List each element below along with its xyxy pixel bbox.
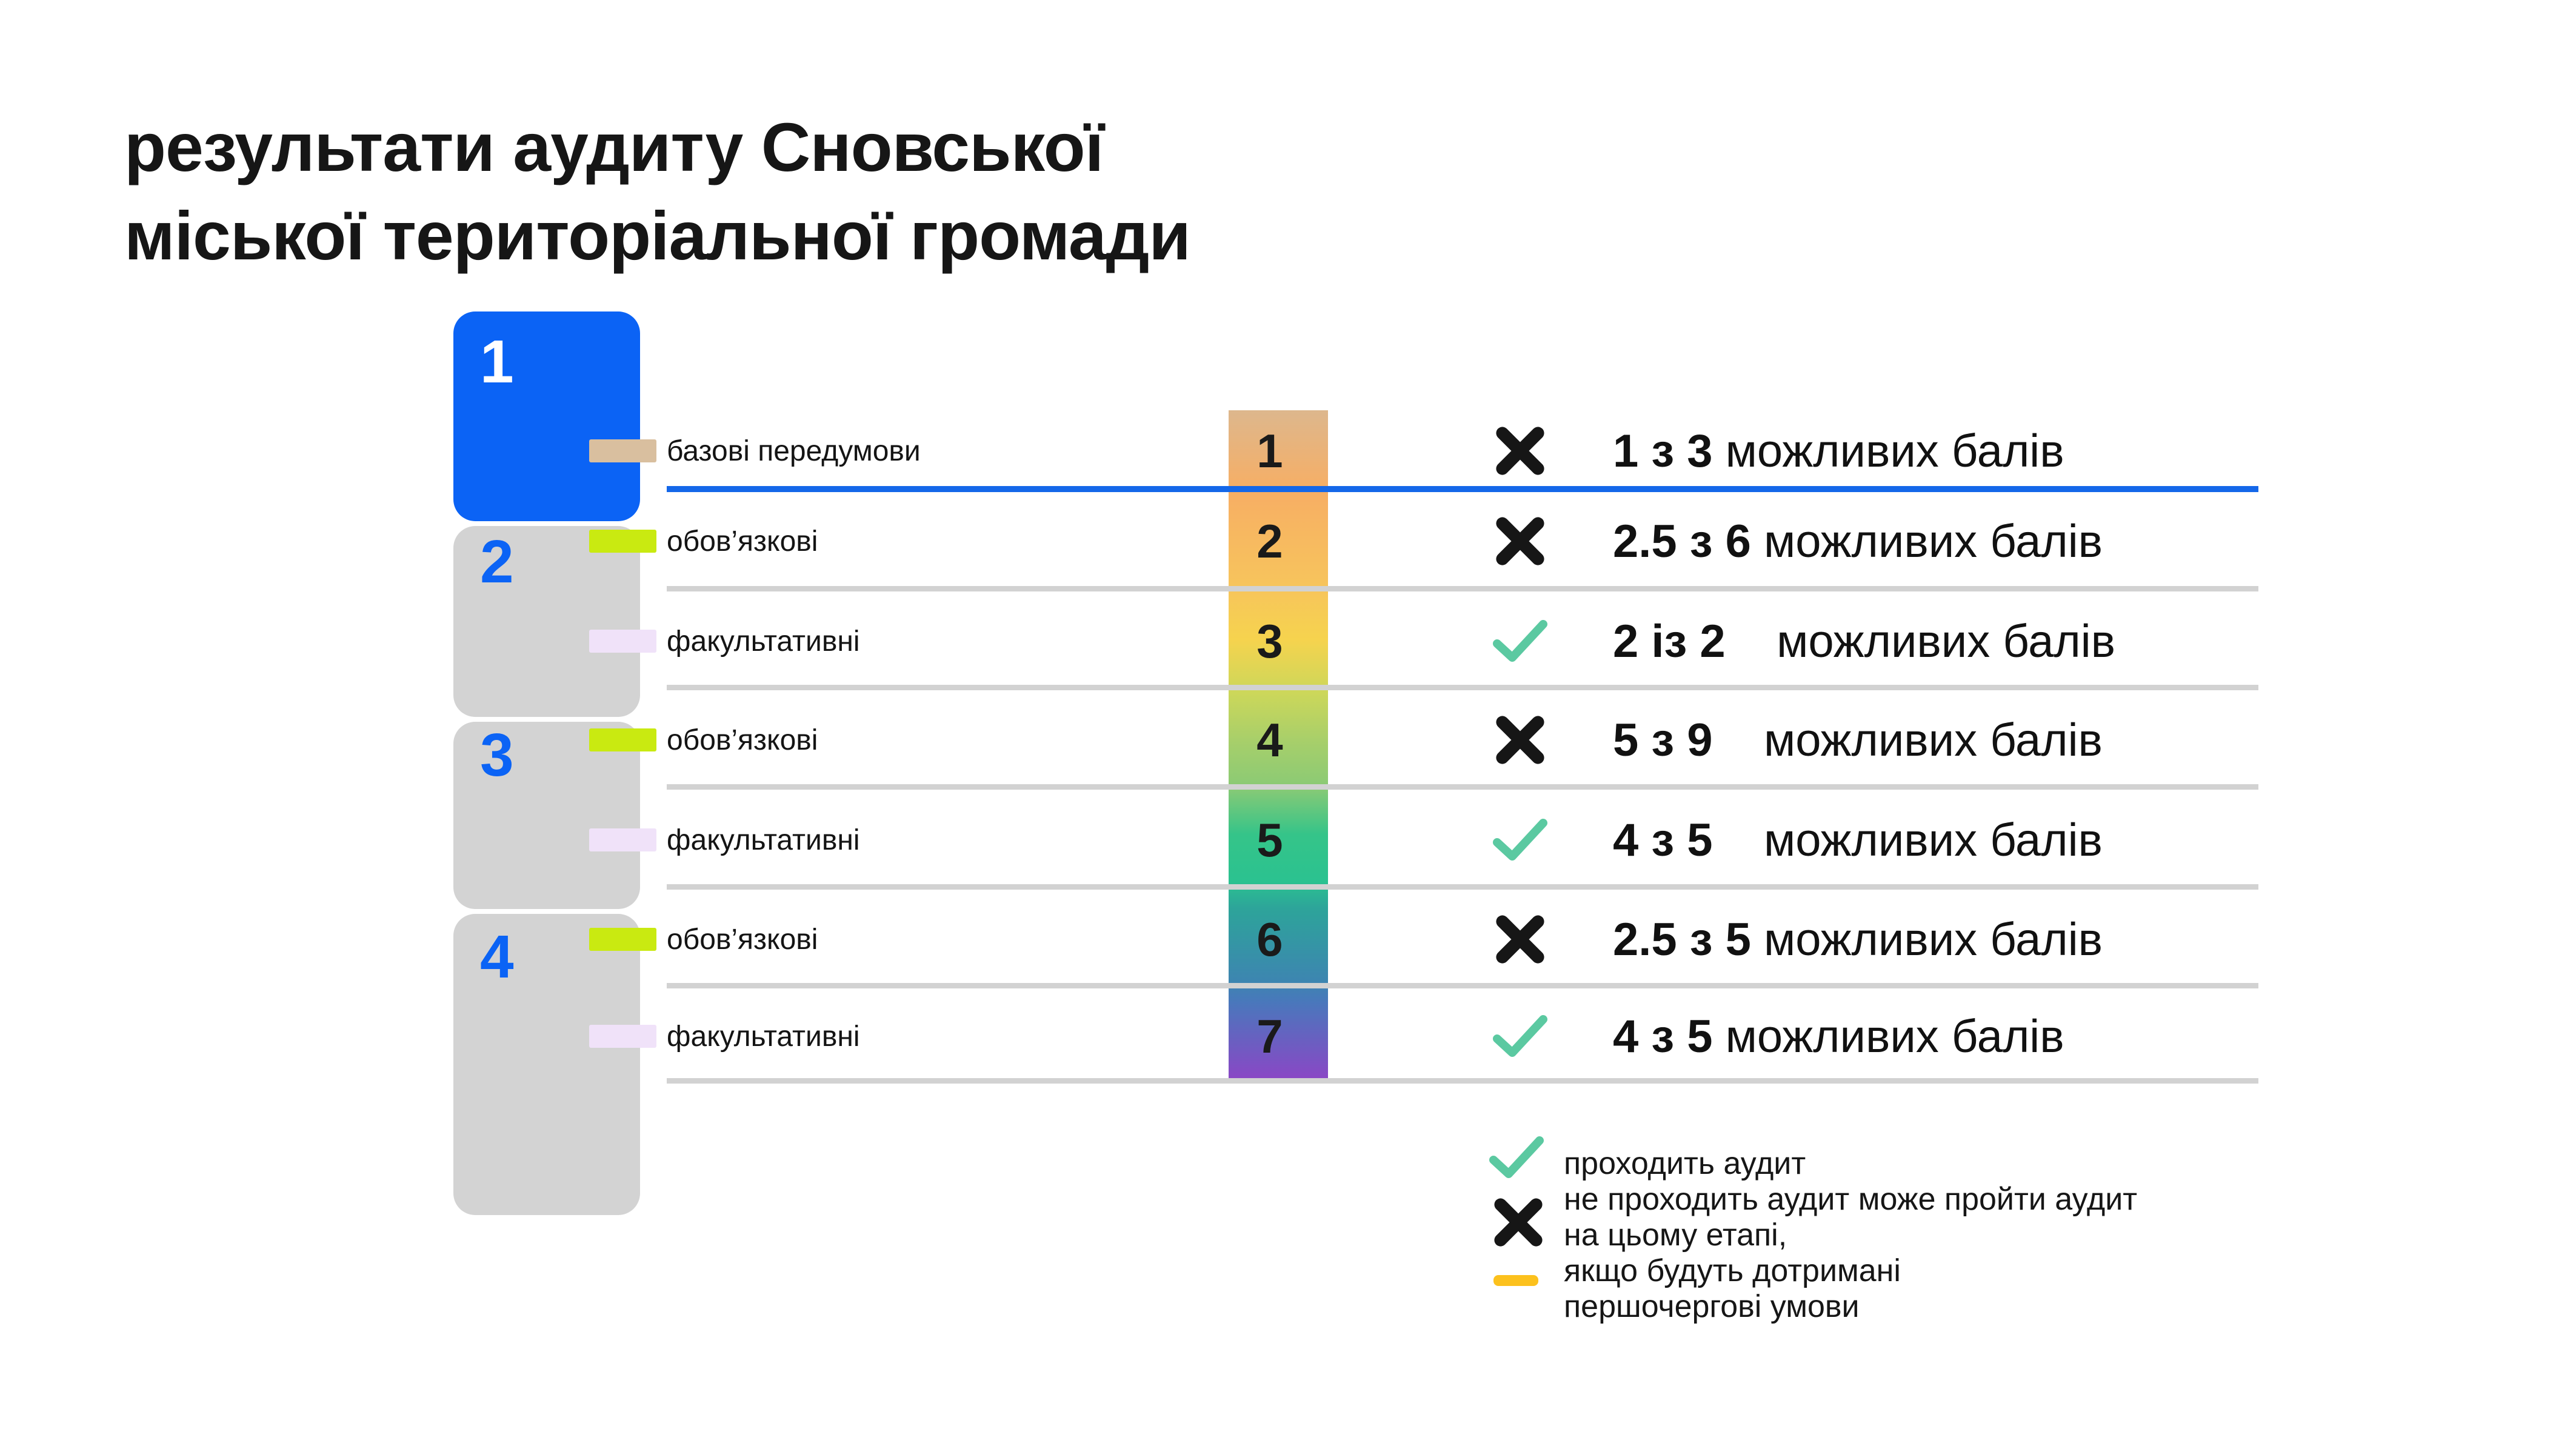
criterion-row: базові передумови <box>589 432 921 470</box>
score-row: 2 із 2 можливих балів <box>1490 611 2115 671</box>
score-value: 2 із 2 <box>1613 615 1726 667</box>
criterion-label: обов’язкові <box>667 525 818 558</box>
legend: проходить аудит не проходить аудит може … <box>1564 1146 2137 1325</box>
criterion-chip <box>589 530 656 553</box>
legend-pass-check-icon <box>1486 1132 1547 1183</box>
score-text: 1 з 3 можливих балів <box>1613 425 2064 478</box>
stage-number-2: 2 <box>480 528 514 596</box>
fail-x-icon <box>1490 710 1550 770</box>
criterion-row: факультативні <box>589 821 860 859</box>
criterion-chip <box>589 630 656 653</box>
score-value: 5 з 9 <box>1613 714 1713 766</box>
legend-line: не проходить аудит може пройти аудит <box>1564 1182 2138 1217</box>
criterion-chip <box>589 828 656 851</box>
criterion-row: обов’язкові <box>589 921 818 958</box>
criterion-row: факультативні <box>589 1018 860 1055</box>
legend-line: якщо будуть дотримані <box>1564 1253 1901 1288</box>
legend-line: першочергові умови <box>1564 1289 1860 1324</box>
criterion-label: факультативні <box>667 625 860 658</box>
score-suffix: можливих балів <box>1712 714 2103 766</box>
score-row: 1 з 3 можливих балів <box>1490 421 2064 481</box>
scale-step-number: 5 <box>1256 813 1283 867</box>
legend-yellow-dash-icon <box>1493 1275 1538 1286</box>
score-row: 2.5 з 5 можливих балів <box>1490 909 2103 970</box>
criterion-label: обов’язкові <box>667 724 818 756</box>
scale-step-number: 2 <box>1256 515 1283 568</box>
scale-step-number: 1 <box>1256 424 1283 478</box>
score-row: 2.5 з 6 можливих балів <box>1490 511 2103 571</box>
score-text: 2.5 з 6 можливих балів <box>1613 515 2103 568</box>
fail-x-icon <box>1490 909 1550 970</box>
criterion-row: обов’язкові <box>589 721 818 759</box>
legend-fail-x-icon <box>1491 1195 1546 1250</box>
row-separator <box>667 685 2258 690</box>
score-text: 2.5 з 5 можливих балів <box>1613 913 2103 966</box>
criterion-chip <box>589 928 656 951</box>
stage-number-1: 1 <box>480 328 514 396</box>
score-value: 4 з 5 <box>1613 814 1713 866</box>
fail-x-icon <box>1490 421 1550 481</box>
score-row: 5 з 9 можливих балів <box>1490 710 2103 770</box>
row-separator <box>667 784 2258 790</box>
scale-step-number: 4 <box>1256 713 1283 767</box>
criterion-chip <box>589 439 656 462</box>
score-text: 4 з 5 можливих балів <box>1613 814 2103 867</box>
page-title-line-2: міської територіальної громади <box>124 198 1191 274</box>
criterion-chip <box>589 1025 656 1048</box>
score-value: 2.5 з 5 <box>1613 913 1751 965</box>
stage-block-2: 2 <box>453 526 640 717</box>
score-value: 2.5 з 6 <box>1613 515 1751 567</box>
score-row: 4 з 5 можливих балів <box>1490 810 2103 870</box>
row-separator <box>667 586 2258 591</box>
score-text: 4 з 5 можливих балів <box>1613 1010 2064 1063</box>
stage-block-1: 1 <box>453 311 640 521</box>
stage-block-4: 4 <box>453 914 640 1215</box>
score-text: 2 із 2 можливих балів <box>1613 615 2115 668</box>
scale-step-number: 6 <box>1256 913 1283 966</box>
criterion-chip <box>589 728 656 751</box>
fail-x-icon <box>1490 511 1550 571</box>
row-separator-blue <box>667 486 2258 492</box>
score-suffix: можливих балів <box>1712 814 2103 866</box>
scale-step-number: 3 <box>1256 615 1283 668</box>
score-text: 5 з 9 можливих балів <box>1613 714 2103 767</box>
pass-check-icon <box>1490 1006 1550 1067</box>
criterion-row: обов’язкові <box>589 522 818 560</box>
score-suffix: можливих балів <box>1712 425 2064 477</box>
score-value: 4 з 5 <box>1613 1010 1713 1062</box>
page-title-line-1: результати аудиту Сновської <box>124 109 1104 185</box>
score-scale-gradient <box>1229 410 1328 1084</box>
pass-check-icon <box>1490 611 1550 671</box>
score-suffix: можливих балів <box>1750 515 2103 567</box>
score-suffix: можливих балів <box>1712 1010 2064 1062</box>
legend-line: проходить аудит <box>1564 1146 1806 1181</box>
stage-block-3: 3 <box>453 722 640 909</box>
row-separator <box>667 983 2258 988</box>
score-suffix: можливих балів <box>1750 913 2103 965</box>
criterion-label: факультативні <box>667 1020 860 1053</box>
criterion-label: факультативні <box>667 824 860 856</box>
legend-line: на цьому етапі, <box>1564 1217 1787 1253</box>
page-title: результати аудиту Сновської міської тери… <box>124 103 1191 280</box>
stage-number-4: 4 <box>480 923 514 991</box>
row-separator <box>667 1078 2258 1084</box>
criterion-row: факультативні <box>589 622 860 660</box>
scale-step-number: 7 <box>1256 1010 1283 1063</box>
pass-check-icon <box>1490 810 1550 870</box>
score-value: 1 з 3 <box>1613 425 1713 477</box>
stage-number-3: 3 <box>480 721 514 789</box>
criterion-label: базові передумови <box>667 435 921 467</box>
score-row: 4 з 5 можливих балів <box>1490 1006 2064 1067</box>
criterion-label: обов’язкові <box>667 923 818 956</box>
row-separator <box>667 884 2258 890</box>
score-suffix: можливих балів <box>1725 615 2116 667</box>
